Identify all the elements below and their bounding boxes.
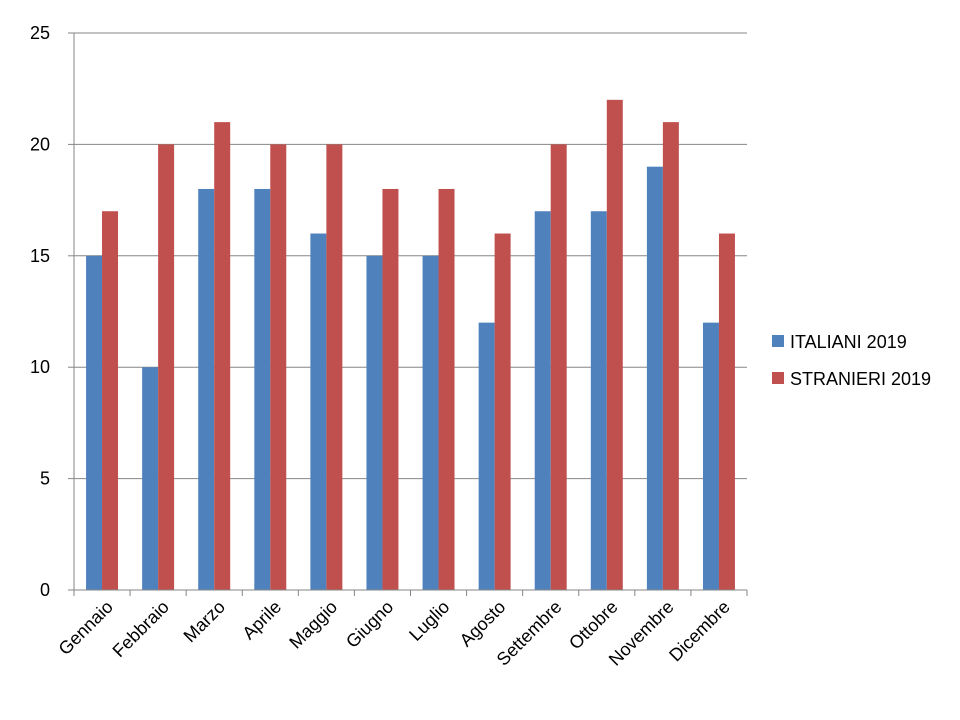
bar-italiani-novembre [646, 166, 663, 590]
bar-stranieri-maggio [326, 144, 343, 590]
x-tick-label: Maggio [285, 597, 341, 653]
bar-italiani-giugno [366, 255, 383, 591]
x-tick-label: Aprile [238, 597, 285, 644]
y-tick-label: 15 [30, 246, 50, 266]
bar-stranieri-marzo [214, 122, 231, 591]
y-tick-label: 20 [30, 134, 50, 154]
legend-label-stranieri: STRANIERI 2019 [790, 369, 931, 389]
y-tick-label: 0 [40, 580, 50, 600]
bar-italiani-maggio [310, 233, 327, 590]
legend-swatch-italiani [772, 335, 784, 347]
x-tick-label: Luglio [405, 597, 453, 645]
x-tick-label: Febbraio [109, 597, 173, 661]
x-tick-label: Ottobre [565, 597, 622, 654]
bar-italiani-dicembre [702, 322, 719, 590]
bar-stranieri-aprile [270, 144, 287, 590]
bar-stranieri-gennaio [102, 211, 119, 591]
bar-italiani-aprile [254, 188, 271, 590]
bar-italiani-luglio [422, 255, 439, 591]
y-tick-label: 5 [40, 469, 50, 489]
y-tick-label: 25 [30, 23, 50, 43]
bar-italiani-gennaio [86, 255, 103, 591]
bar-italiani-marzo [198, 188, 215, 590]
bar-stranieri-dicembre [718, 233, 735, 590]
bar-stranieri-ottobre [606, 99, 623, 590]
bar-stranieri-febbraio [158, 144, 175, 590]
x-tick-label: Agosto [456, 597, 510, 651]
y-axis-tick-labels: 0 5 10 15 20 25 [30, 23, 50, 600]
bar-stranieri-novembre [662, 122, 679, 591]
bar-stranieri-luglio [438, 188, 455, 590]
bars [86, 99, 735, 591]
x-tick-label: Dicembre [665, 597, 734, 666]
legend-label-italiani: ITALIANI 2019 [790, 332, 907, 352]
legend-swatch-stranieri [772, 372, 784, 384]
legend: ITALIANI 2019 STRANIERI 2019 [772, 332, 931, 389]
bar-stranieri-giugno [382, 188, 399, 590]
x-tick-label: Gennaio [55, 597, 117, 659]
x-tick-label: Marzo [180, 597, 230, 647]
axes [68, 32, 748, 596]
bar-italiani-febbraio [142, 367, 159, 590]
bar-italiani-ottobre [590, 211, 607, 591]
x-tick-label: Giugno [342, 597, 397, 652]
bar-stranieri-agosto [494, 233, 511, 590]
bar-stranieri-settembre [550, 144, 567, 590]
gridlines [74, 32, 747, 480]
y-tick-label: 10 [30, 357, 50, 377]
bar-italiani-agosto [478, 322, 495, 590]
bar-italiani-settembre [534, 211, 551, 591]
